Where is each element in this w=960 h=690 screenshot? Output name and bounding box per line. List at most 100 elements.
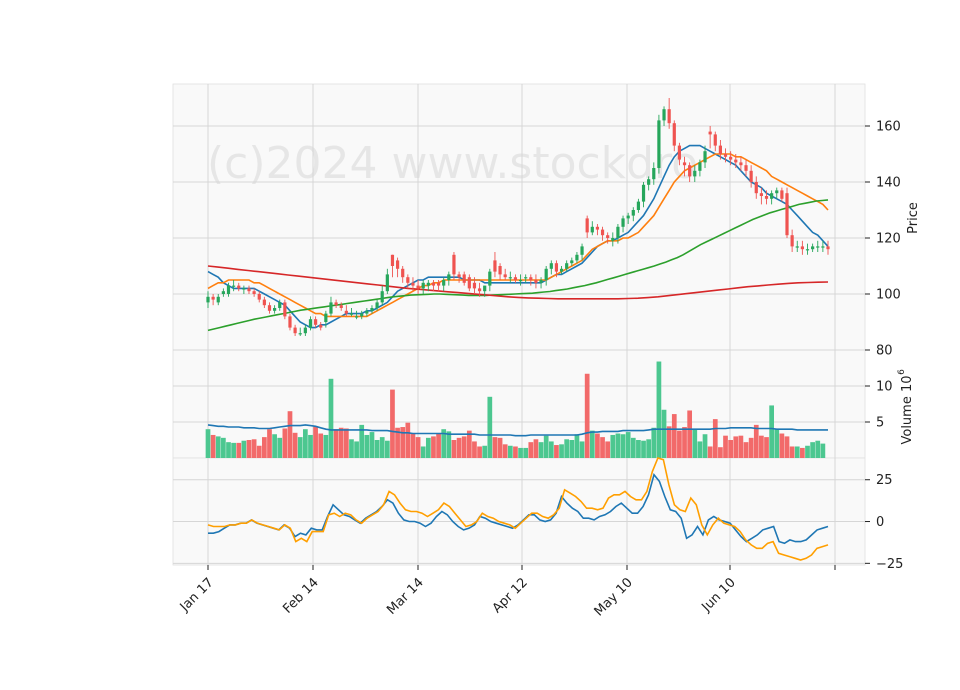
volume-bar [425,437,431,458]
candle-body [677,145,682,160]
volume-bar [415,437,421,458]
volume-bar [533,439,539,458]
candle-body [821,246,825,248]
candle-body [303,327,307,334]
candle-body [770,193,774,199]
candle-body [319,324,323,328]
volume-bar [226,442,231,458]
volume-bar [277,437,283,458]
volume-tick-label: 5 [876,416,884,431]
oscillator-lines [207,457,829,561]
volume-bar [656,361,662,458]
volume-bar [579,441,585,458]
volume-bar [461,436,467,458]
volume-bar [297,437,303,458]
candle-body [636,201,641,210]
volume-bar [646,439,652,458]
volume-bar [723,435,728,458]
candle-body [406,277,410,283]
volume-bar [497,437,503,458]
volume-axis-ticks: 5 10 [865,380,893,431]
candle-body [565,263,569,269]
oscillator-line [207,457,829,561]
candle-body [729,156,733,160]
volume-bar [282,428,288,458]
price-axis-ticks: 80 100 120 140 160 [865,120,901,359]
date-axis-ticks: Jan 17 Feb 14 Mar 14 Apr 12 May 10 Jun 10 [177,565,836,619]
candle-body [739,162,743,166]
candle-body [288,316,292,328]
candle-body [283,302,287,317]
candle-body [529,277,533,280]
volume-axis-label: Volume 10 [900,375,915,444]
candle-body [416,285,420,289]
volume-bar [395,427,400,458]
candle-body [385,274,389,292]
volume-bar [733,436,739,458]
volume-bar [569,440,575,458]
candle-body [431,282,436,286]
candle-body [447,274,451,280]
candle-body [606,235,610,238]
candle-body [621,218,625,227]
volume-bar [256,445,262,458]
candle-body [775,190,779,194]
candle-body [457,274,461,278]
price-tick-label: 100 [876,288,901,303]
candle-body [278,302,282,308]
volume-bar [446,431,452,458]
candle-body [718,145,722,154]
volume-bar [241,440,247,458]
candle-body [662,109,666,121]
volume-bar [738,435,744,458]
volume-bar [251,439,257,458]
volume-moving-average-line [207,424,828,437]
volume-bar [318,433,324,458]
candle-body [354,316,359,318]
candle-body [262,299,266,306]
candle-body [216,296,220,303]
volume-bar [636,440,641,458]
date-tick-label: Jun 10 [699,575,739,615]
volume-bar [707,446,713,458]
candle-body [390,254,395,266]
candle-body [360,313,364,317]
volume-bar [528,442,534,458]
volume-bar [687,410,693,458]
candle-body [442,280,446,286]
candle-body [493,260,497,272]
candle-body [826,246,830,250]
candle-body [401,268,405,278]
volume-bar [564,439,570,458]
volume-bar [420,446,426,458]
candle-body [585,218,589,233]
candle-body [483,285,487,292]
candle-body [698,162,702,171]
volume-bar [210,434,216,458]
candle-body [647,179,651,185]
candle-body [785,193,789,236]
candle-body [211,296,215,300]
price-moving-average-line [207,199,829,332]
volume-bar [620,434,626,458]
candle-body [237,285,241,289]
volume-axis-exponent: 6 [897,369,907,375]
candle-body [749,170,753,182]
volume-bar [548,441,554,458]
price-moving-average-line [207,265,829,300]
candle-body [257,294,261,300]
volume-bar [759,435,764,458]
candle-body [221,291,225,294]
candle-body [559,268,564,272]
candle-body [436,282,441,286]
candle-body [273,308,277,311]
volume-tick-label: 10 [876,380,893,395]
candle-body [693,170,697,177]
volume-bar [221,437,226,458]
candle-body [334,302,338,306]
volume-bar [492,437,498,458]
volume-bar [800,447,805,458]
volume-bar [400,427,406,458]
volume-bar [328,378,334,458]
volume-bar [748,437,754,458]
